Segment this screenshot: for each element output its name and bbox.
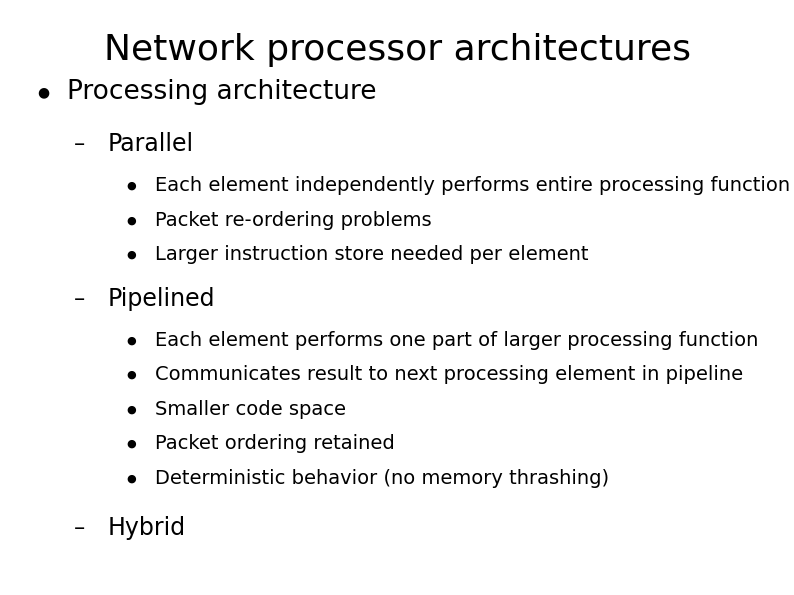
Text: Communicates result to next processing element in pipeline: Communicates result to next processing e…	[155, 365, 743, 384]
Text: ●: ●	[126, 181, 136, 190]
Text: Network processor architectures: Network processor architectures	[103, 33, 691, 67]
Text: Larger instruction store needed per element: Larger instruction store needed per elem…	[155, 245, 588, 264]
Text: ●: ●	[37, 85, 50, 99]
Text: Each element independently performs entire processing function: Each element independently performs enti…	[155, 176, 790, 195]
Text: ●: ●	[126, 405, 136, 414]
Text: Parallel: Parallel	[107, 132, 193, 156]
Text: ●: ●	[126, 474, 136, 483]
Text: ●: ●	[126, 439, 136, 449]
Text: ●: ●	[126, 215, 136, 225]
Text: –: –	[74, 134, 85, 154]
Text: ●: ●	[126, 336, 136, 345]
Text: ●: ●	[126, 250, 136, 259]
Text: –: –	[74, 289, 85, 309]
Text: Packet re-ordering problems: Packet re-ordering problems	[155, 211, 431, 230]
Text: Packet ordering retained: Packet ordering retained	[155, 434, 395, 453]
Text: Smaller code space: Smaller code space	[155, 400, 346, 419]
Text: ●: ●	[126, 370, 136, 380]
Text: –: –	[74, 518, 85, 538]
Text: Deterministic behavior (no memory thrashing): Deterministic behavior (no memory thrash…	[155, 469, 609, 488]
Text: Processing architecture: Processing architecture	[67, 79, 377, 105]
Text: Each element performs one part of larger processing function: Each element performs one part of larger…	[155, 331, 758, 350]
Text: Hybrid: Hybrid	[107, 516, 185, 540]
Text: Pipelined: Pipelined	[107, 287, 214, 311]
